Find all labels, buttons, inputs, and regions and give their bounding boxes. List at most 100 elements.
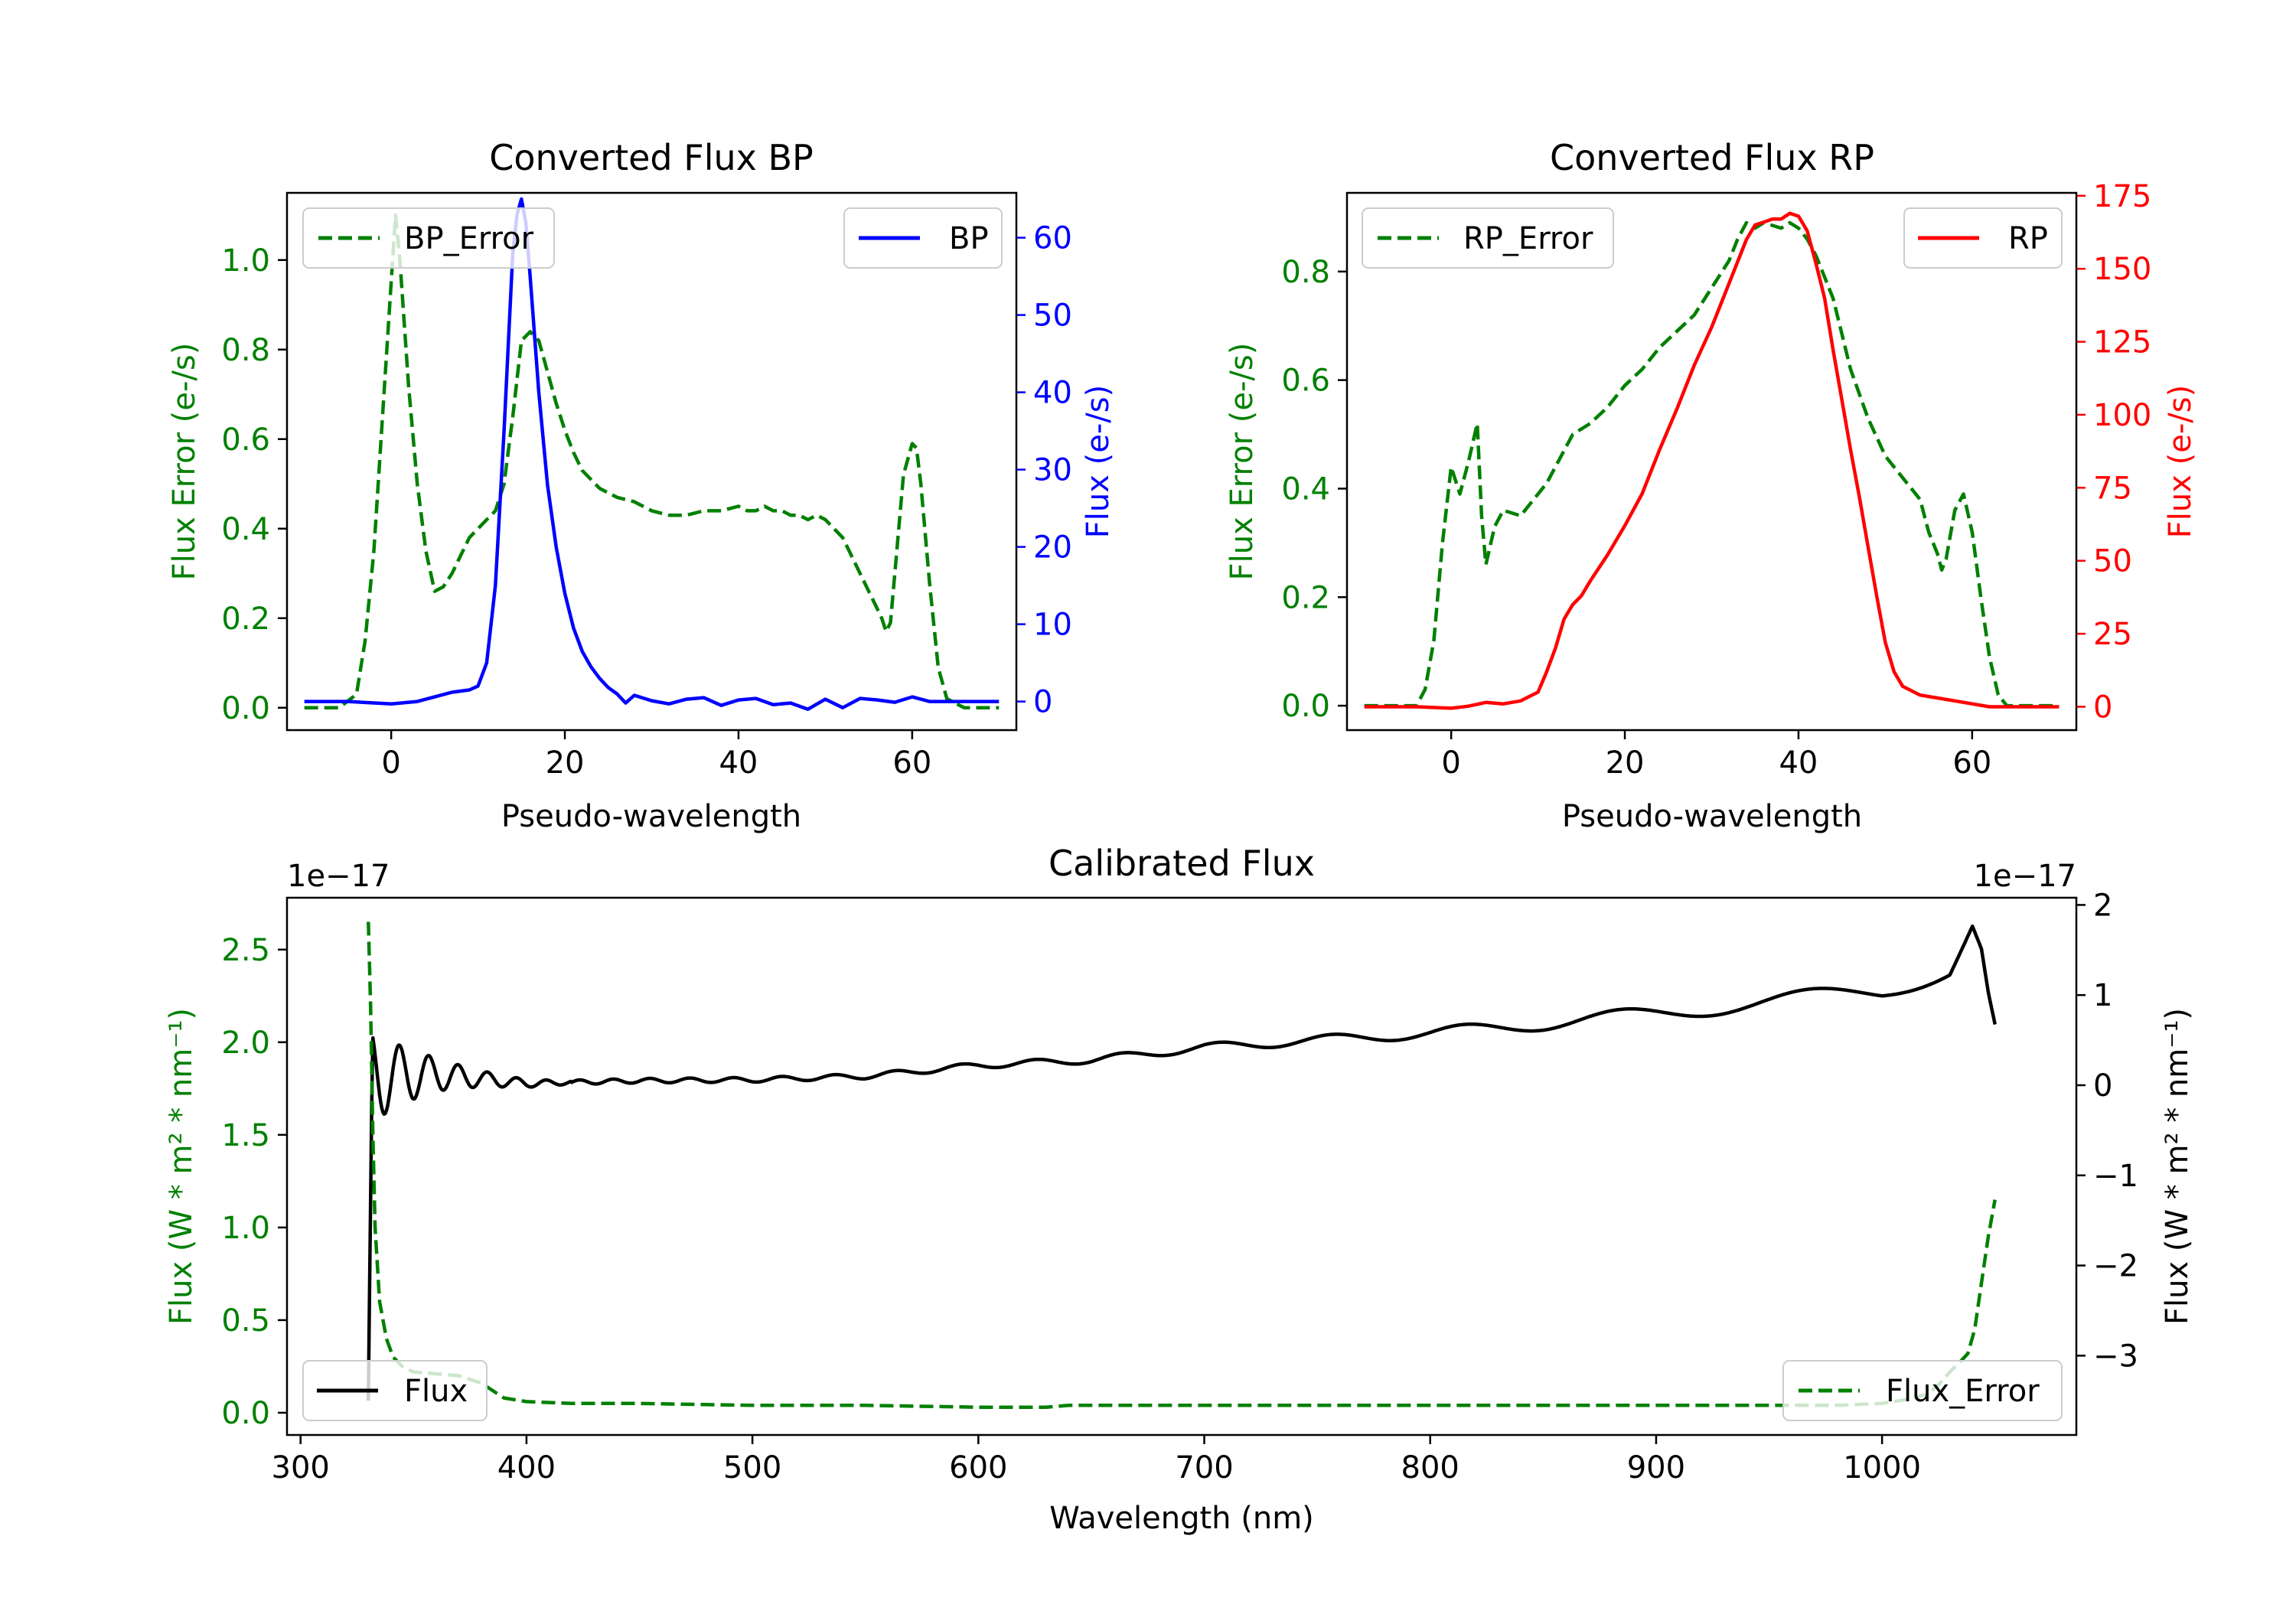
bp-ytick-right-label: 20 [1033,530,1072,566]
bp-axes-frame [285,191,1018,732]
bp-ytick-right-label: 60 [1033,221,1072,256]
rp-xtick-label: 20 [1606,745,1645,781]
rp-legend-left-label: RP_Error [1463,221,1593,256]
bp-xtick-label: 40 [719,745,758,781]
bp-xlabel: Pseudo-wavelength [501,799,801,834]
bp-legend-left-box [302,207,555,269]
rp-series-rp-error [1364,220,2060,708]
bp-ytick-left-label: 1.0 [221,243,270,279]
rp-ytick-right-label: 0 [2093,690,2112,725]
bp-ytick-left-label: 0.4 [221,512,270,547]
calibrated-offset-left: 1e−17 [287,859,390,894]
rp-ylabel-right: Flux (e-/s) [2163,385,2198,538]
bp-xtick-label: 60 [892,745,931,781]
calibrated-xtick-label: 400 [497,1450,556,1485]
rp-xtick-label: 0 [1441,745,1460,781]
calibrated-ytick-right-label: −3 [2093,1339,2138,1374]
calibrated-xtick-label: 600 [949,1450,1007,1485]
calibrated-panel: Calibrated Flux 1e−17 1e−17 300 400 500 600… [164,843,2195,1536]
rp-ytick-left-label: 0.0 [1281,689,1330,724]
rp-ytick-right-label: 25 [2093,617,2132,652]
rp-series-rp [1364,211,2060,710]
bp-legend-right-box [843,207,1003,269]
rp-ytick-left-label: 0.6 [1281,364,1330,399]
calibrated-ytick-left-label: 2.0 [221,1026,270,1061]
bp-ytick-right-label: 30 [1033,453,1072,488]
bp-ytick-left-label: 0.6 [221,422,270,458]
calibrated-xtick-label: 800 [1401,1450,1459,1485]
calibrated-ytick-right-label: −1 [2093,1159,2138,1194]
rp-legend-left: RP_Error [1362,207,1614,269]
calibrated-xtick-label: 300 [272,1450,330,1485]
bp-legend-right: BP [843,207,1003,269]
rp-xlabel: Pseudo-wavelength [1562,799,1862,834]
rp-ytick-right-label: 150 [2093,252,2151,287]
calibrated-legend-left-label: Flux [404,1374,468,1409]
calibrated-legend-right-label: Flux_Error [1886,1374,2040,1409]
bp-panel: Converted Flux BP 0 20 40 60 0.0 0.2 0.4 0.6 0.8… [167,137,1116,834]
bp-series-bp [304,197,1000,711]
rp-legend-right-label: RP [2008,221,2048,256]
rp-ytick-left-label: 0.4 [1281,471,1330,507]
bp-lines [304,197,1000,711]
calibrated-legend-right: Flux_Error [1782,1360,2063,1421]
bp-ytick-right-label: 0 [1033,685,1052,720]
rp-axes-frame [1345,191,2078,732]
calibrated-ylabel-left: Flux (W * m² * nm⁻¹) [164,1008,199,1325]
rp-ytick-right-label: 125 [2093,325,2151,360]
rp-ytick-right-label: 100 [2093,398,2151,433]
bp-ticks: 0 20 40 60 0.0 0.2 0.4 0.6 0.8 1.0 0 10 20 30 40 50 60 [221,221,1072,781]
rp-legend-right-box [1903,207,2063,269]
bp-ytick-left-label: 0.8 [221,333,270,368]
bp-xtick-label: 0 [381,745,400,781]
calibrated-ytick-left-label: 0.0 [221,1396,270,1431]
bp-series-bp-error [304,213,1000,710]
bp-legend-right-label: BP [949,221,989,256]
rp-ylabel-left: Flux Error (e-/s) [1225,343,1260,581]
bp-ytick-left-label: 0.0 [221,691,270,726]
calibrated-series-flux [367,924,1997,1401]
calibrated-title: Calibrated Flux [1049,843,1315,884]
calibrated-axes-frame [285,896,2078,1437]
calibrated-offset-right: 1e−17 [1974,859,2076,894]
calibrated-ylabel-right: Flux (W * m² * nm⁻¹) [2160,1008,2195,1325]
calibrated-xtick-label: 900 [1627,1450,1685,1485]
rp-ytick-right-label: 75 [2093,471,2132,506]
calibrated-legend-left-box [302,1360,488,1421]
bp-ylabel-left: Flux Error (e-/s) [167,343,202,581]
calibrated-ytick-left-label: 1.5 [221,1118,270,1153]
calibrated-legend-left: Flux [302,1360,488,1421]
rp-ytick-right-label: 50 [2093,544,2132,579]
calibrated-ytick-left-label: 2.5 [221,933,270,968]
rp-ytick-right-label: 175 [2093,179,2151,214]
calibrated-ytick-right-label: 0 [2093,1068,2112,1104]
rp-xtick-label: 40 [1779,745,1818,781]
rp-lines [1364,211,2060,710]
calibrated-xtick-label: 1000 [1843,1450,1921,1485]
bp-xtick-label: 20 [546,745,585,781]
rp-legend-right: RP [1903,207,2063,269]
calibrated-ytick-left-label: 0.5 [221,1303,270,1339]
rp-title: Converted Flux RP [1550,137,1874,178]
bp-legend-left: BP_Error [302,207,555,269]
bp-legend-left-label: BP_Error [404,221,534,256]
rp-ytick-left-label: 0.2 [1281,580,1330,615]
calibrated-ytick-right-label: 1 [2093,978,2112,1013]
rp-ticks: 0 20 40 60 0.0 0.2 0.4 0.6 0.8 0 25 50 75 100 125 150 17… [1281,179,2151,781]
calibrated-legend-right-box [1782,1360,2063,1421]
bp-ytick-left-label: 0.2 [221,602,270,637]
calibrated-ytick-right-label: −2 [2093,1249,2138,1284]
bp-title: Converted Flux BP [489,137,814,178]
calibrated-xtick-label: 500 [723,1450,781,1485]
bp-ylabel-right: Flux (e-/s) [1081,385,1116,538]
rp-panel: Converted Flux RP 0 20 40 60 0.0 0.2 0.4 0.6 0.8… [1225,137,2198,834]
bp-ytick-right-label: 10 [1033,608,1072,643]
calibrated-ytick-left-label: 1.0 [221,1211,270,1246]
calibrated-ticks: 300 400 500 600 700 800 900 1000 0.0 0.5 1.0 1.5 2.0… [221,888,2138,1485]
calibrated-xlabel: Wavelength (nm) [1049,1501,1314,1536]
bp-ytick-right-label: 50 [1033,298,1072,334]
calibrated-xtick-label: 700 [1175,1450,1233,1485]
calibrated-ytick-right-label: 2 [2093,888,2112,923]
